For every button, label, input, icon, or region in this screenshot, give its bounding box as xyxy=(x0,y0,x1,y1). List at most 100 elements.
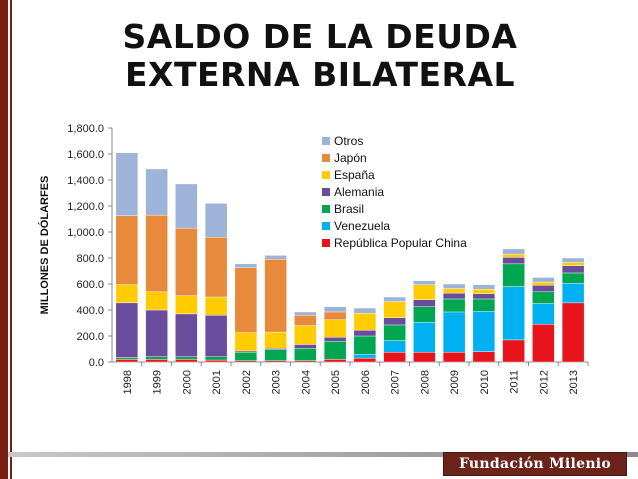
bar-segment xyxy=(234,332,258,352)
bar-segment xyxy=(294,344,317,349)
bar-segment xyxy=(323,306,347,313)
bar-segment xyxy=(175,313,198,357)
bar-segment xyxy=(442,288,466,294)
bar-segment xyxy=(532,291,555,304)
x-tick-label: 2000 xyxy=(181,370,193,394)
legend-swatch xyxy=(322,205,330,213)
x-tick-label: 2003 xyxy=(271,370,283,394)
bar-segment xyxy=(383,340,406,353)
bar-segment xyxy=(472,293,496,300)
bar-segment xyxy=(442,298,466,313)
bar-segment xyxy=(502,253,525,258)
x-tick-label: 1998 xyxy=(122,370,134,394)
bar-segment xyxy=(264,259,287,333)
bar-segment xyxy=(561,302,585,363)
bar-segment xyxy=(145,168,168,216)
x-tick-label: 2010 xyxy=(479,370,491,394)
x-tick-label: 2002 xyxy=(241,370,253,394)
x-tick-label: 2011 xyxy=(509,370,521,394)
bar-segment xyxy=(204,236,228,298)
bar-segment xyxy=(323,319,347,338)
legend-label: Alemania xyxy=(334,185,384,199)
bar-segment xyxy=(294,348,317,361)
bar-segment xyxy=(264,349,287,361)
bar-segment xyxy=(413,284,436,300)
y-tick-label: 1,800.0 xyxy=(67,123,104,135)
frame-left-line xyxy=(10,0,12,479)
y-tick-label: 200.0 xyxy=(76,331,104,343)
bar-segment xyxy=(353,307,377,314)
legend-label: República Popular China xyxy=(334,236,467,250)
bar-segment xyxy=(353,329,377,337)
x-tick-label: 2005 xyxy=(330,370,342,394)
bar-segment xyxy=(204,359,228,363)
bar-segment xyxy=(532,277,555,283)
legend-label: Brasil xyxy=(334,202,364,216)
bar-segment xyxy=(234,352,258,361)
bar-segment xyxy=(264,255,287,260)
bar-segment xyxy=(175,295,198,315)
bar-segment xyxy=(145,309,168,357)
x-tick-label: 2013 xyxy=(568,370,580,394)
bar-segment xyxy=(561,257,585,263)
legend-label: Otros xyxy=(334,134,363,148)
bar-segment xyxy=(204,203,228,238)
bar-segment xyxy=(472,311,496,352)
bar-segment xyxy=(561,283,585,304)
bar-segment xyxy=(115,284,139,304)
legend-swatch xyxy=(322,222,330,230)
bar-segment xyxy=(323,337,347,342)
x-tick-label: 2007 xyxy=(390,370,402,394)
bar-segment xyxy=(145,359,168,363)
legend-label: España xyxy=(334,168,375,182)
bar-segment xyxy=(383,317,406,326)
x-tick-label: 2006 xyxy=(360,370,372,394)
bar-segment xyxy=(204,356,228,361)
bar-segment xyxy=(145,356,168,360)
bar-segment xyxy=(204,315,228,358)
bar-segment xyxy=(323,341,347,360)
bar-segment xyxy=(502,257,525,265)
bar-segment xyxy=(175,227,198,296)
bar-segment xyxy=(294,311,317,316)
bar-segment xyxy=(413,306,436,323)
y-tick-label: 600.0 xyxy=(76,279,104,291)
bar-segment xyxy=(532,303,555,325)
bar-segment xyxy=(115,302,139,358)
bar-segment xyxy=(115,215,139,285)
bar-segment xyxy=(234,263,258,268)
bar-segment xyxy=(532,281,555,286)
bar-segment xyxy=(115,357,139,360)
bar-segment xyxy=(561,272,585,284)
legend-label: Venezuela xyxy=(334,219,390,233)
x-tick-label: 2008 xyxy=(419,370,431,394)
bar-segment xyxy=(472,284,496,290)
bar-segment xyxy=(502,286,525,341)
legend-swatch xyxy=(322,137,330,145)
bar-segment xyxy=(442,311,466,353)
brand-logo: Fundación Milenio xyxy=(443,452,627,476)
y-tick-label: 1,400.0 xyxy=(67,175,104,187)
y-tick-label: 400.0 xyxy=(76,305,104,317)
frame-left-bar xyxy=(0,0,8,479)
legend-swatch xyxy=(322,154,330,162)
legend-swatch xyxy=(322,239,330,247)
bar-segment xyxy=(353,357,377,363)
bar-segment xyxy=(264,331,287,349)
bar-segment xyxy=(502,248,525,255)
bar-segment xyxy=(561,265,585,274)
bar-segment xyxy=(204,296,228,316)
bar-segment xyxy=(383,352,406,363)
bar-segment xyxy=(561,262,585,266)
bar-segment xyxy=(442,283,466,289)
y-tick-label: 1,600.0 xyxy=(67,149,104,161)
bar-segment xyxy=(175,183,198,229)
bar-segment xyxy=(532,324,555,363)
x-tick-label: 2004 xyxy=(300,370,312,394)
bar-segment xyxy=(383,301,406,318)
bar-segment xyxy=(294,325,317,345)
bar-segment xyxy=(353,313,377,331)
x-tick-label: 2012 xyxy=(538,370,550,394)
x-tick-label: 1999 xyxy=(152,370,164,394)
